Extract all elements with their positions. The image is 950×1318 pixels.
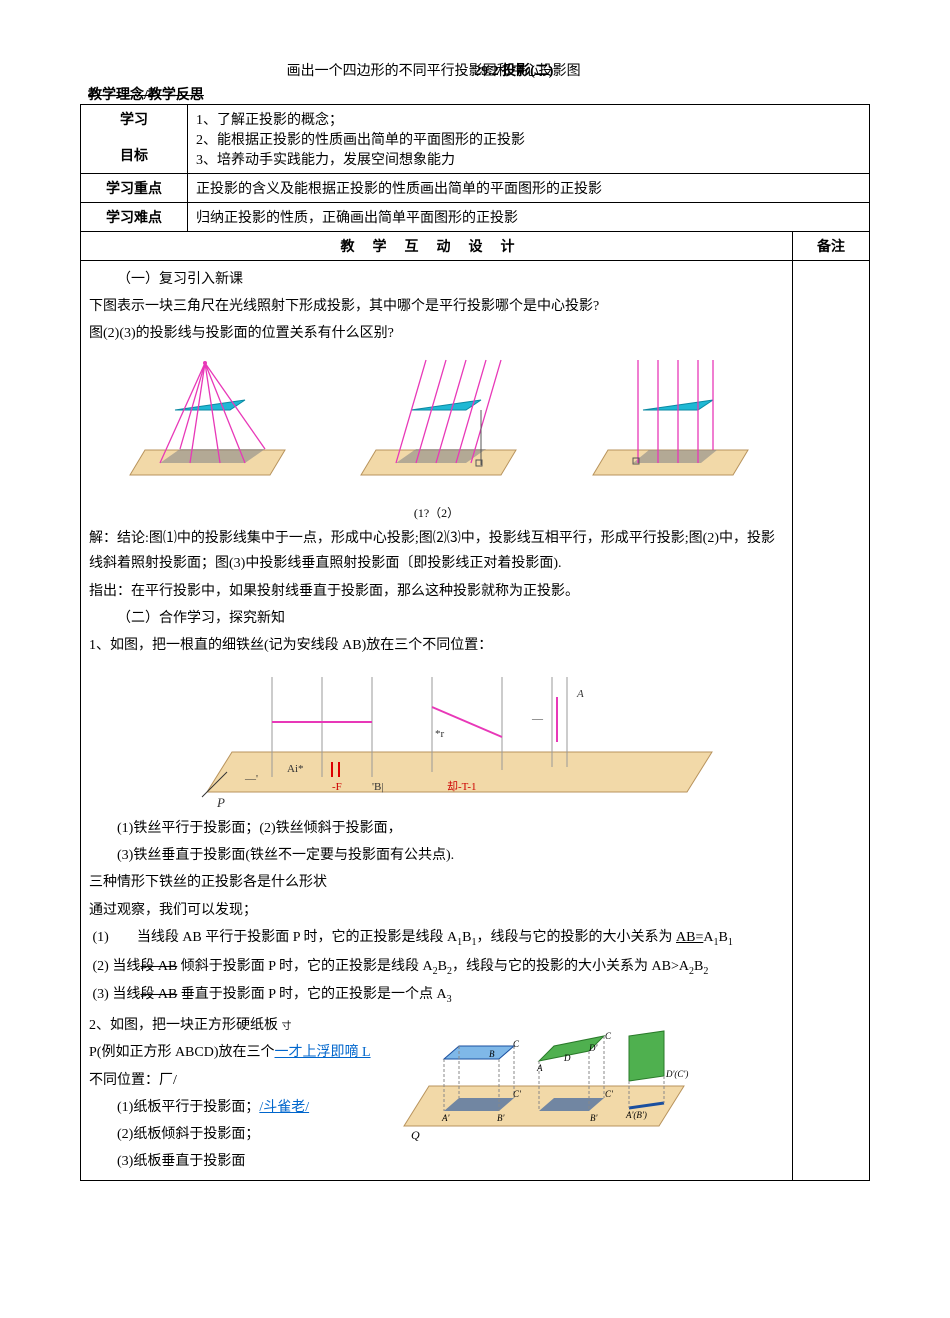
figure-3: B C A' B' C' A D D' C B' C' A'(B') D'(C'… <box>389 1011 689 1141</box>
diff-text: 归纳正投影的性质，正确画出简单平面图形的正投影 <box>188 203 870 232</box>
notes-cell <box>793 261 870 1181</box>
svg-text:D': D' <box>588 1043 598 1053</box>
svg-text:A: A <box>536 1063 543 1073</box>
p14: (3) 当线段 AB 垂直于投影面 P 时，它的正投影是一个点 A3 <box>89 982 784 1009</box>
p4: 解：结论:图⑴中的投影线集中于一点，形成中心投影;图⑵⑶中，投影线互相平行，形成… <box>89 526 784 576</box>
p13: (2) 当线段 AB 倾斜于投影面 P 时，它的正投影是线段 A2B2，线段与它… <box>89 954 784 981</box>
figure-1-row <box>89 355 784 495</box>
p16: P(例如正方形 ABCD)放在三个一才上浮即嘀 L <box>89 1040 389 1065</box>
svg-text:B': B' <box>497 1113 505 1123</box>
p20: (3)纸板垂直于投影面 <box>89 1149 389 1174</box>
p11: 通过观察，我们可以发现； <box>89 898 784 923</box>
svg-text:C': C' <box>513 1089 522 1099</box>
svg-text:C: C <box>513 1039 520 1049</box>
svg-text:A: A <box>576 688 584 700</box>
svg-text:D'(C'): D'(C') <box>665 1069 688 1079</box>
svg-text:Q: Q <box>411 1128 420 1141</box>
goal-3: 3、培养动手实践能力，发展空间想象能力 <box>196 149 861 169</box>
p17: 不同位置：厂/ <box>89 1068 389 1093</box>
svg-text:A'(B'): A'(B') <box>625 1110 647 1120</box>
svg-text:C: C <box>605 1031 612 1041</box>
p12: (1) 当线段 AB 平行于投影面 P 时，它的正投影是线段 A1B1，线段与它… <box>89 925 784 952</box>
svg-text:*r: *r <box>435 728 445 740</box>
p1: （一）复习引入新课 <box>89 267 784 292</box>
p7: 1、如图，把一根直的细铁丝(记为安线段 AB)放在三个不同位置： <box>89 633 784 658</box>
svg-text:却-T-1: 却-T-1 <box>447 780 477 793</box>
fig-orthographic-projection <box>583 355 753 495</box>
fig-central-projection <box>120 355 290 495</box>
svg-text:'B|: 'B| <box>372 781 384 793</box>
svg-text:B: B <box>489 1049 495 1059</box>
svg-text:-F: -F <box>332 781 342 793</box>
goals-cell: 1、了解正投影的概念； 2、能根据正投影的性质画出简单的平面图形的正投影 3、培… <box>188 105 870 174</box>
section-header-right: 备注 <box>793 232 870 261</box>
p18: (1)纸板平行于投影面；/斗雀老/ <box>89 1095 389 1120</box>
svg-text:A': A' <box>441 1113 450 1123</box>
key-text: 正投影的含义及能根据正投影的性质画出简单的平面图形的正投影 <box>188 174 870 203</box>
svg-text:P: P <box>216 795 225 810</box>
p8: (1)铁丝平行于投影面；(2)铁丝倾斜于投影面， <box>89 816 784 841</box>
svg-text:—': —' <box>244 773 258 785</box>
figure-2: Ai* —' -F 'B| 却-T-1 *r — A P <box>157 662 717 812</box>
diff-label: 学习难点 <box>81 203 188 232</box>
p2: 下图表示一块三角尺在光线照射下形成投影，其中哪个是平行投影哪个是中心投影? <box>89 294 784 319</box>
fig-oblique-projection <box>351 355 521 495</box>
svg-text:Ai*: Ai* <box>287 763 304 775</box>
svg-text:D: D <box>563 1053 571 1063</box>
main-content: （一）复习引入新课 下图表示一块三角尺在光线照射下形成投影，其中哪个是平行投影哪… <box>81 261 793 1181</box>
lesson-table: 学习 目标 1、了解正投影的概念； 2、能根据正投影的性质画出简单的平面图形的正… <box>80 104 870 1181</box>
svg-text:—: — <box>531 713 544 725</box>
section-header-left: 教学互动设计 <box>81 232 793 261</box>
p3: 图(2)(3)的投影线与投影面的位置关系有什么区别? <box>89 321 784 346</box>
p9: (3)铁丝垂直于投影面(铁丝不一定要与投影面有公共点). <box>89 843 784 868</box>
svg-text:C': C' <box>605 1089 614 1099</box>
p6: （二）合作学习，探究新知 <box>89 606 784 631</box>
p5: 指出：在平行投影中，如果投射线垂直于投影面，那么这种投影就称为正投影。 <box>89 579 784 604</box>
svg-text:B': B' <box>590 1113 598 1123</box>
goal-1: 1、了解正投影的概念； <box>196 109 861 129</box>
goal-2: 2、能根据正投影的性质画出简单的平面图形的正投影 <box>196 129 861 149</box>
header-overlay: 画出一个四边形的不同平行投影图和中心投影图 29.2 投影(二) <box>80 60 870 80</box>
title-overlay: 29.2 投影(二) <box>474 64 553 79</box>
p15: 2、如图，把一块正方形硬纸板 寸 <box>89 1013 389 1038</box>
goals-label: 学习 目标 <box>81 105 188 174</box>
fig1-caption: (1?（2） <box>89 503 784 525</box>
p10: 三种情形下铁丝的正投影各是什么形状 <box>89 870 784 895</box>
strike-line: 教学理念/教学反思 <box>88 84 870 104</box>
p19: (2)纸板倾斜于投影面； <box>89 1122 389 1147</box>
key-label: 学习重点 <box>81 174 188 203</box>
